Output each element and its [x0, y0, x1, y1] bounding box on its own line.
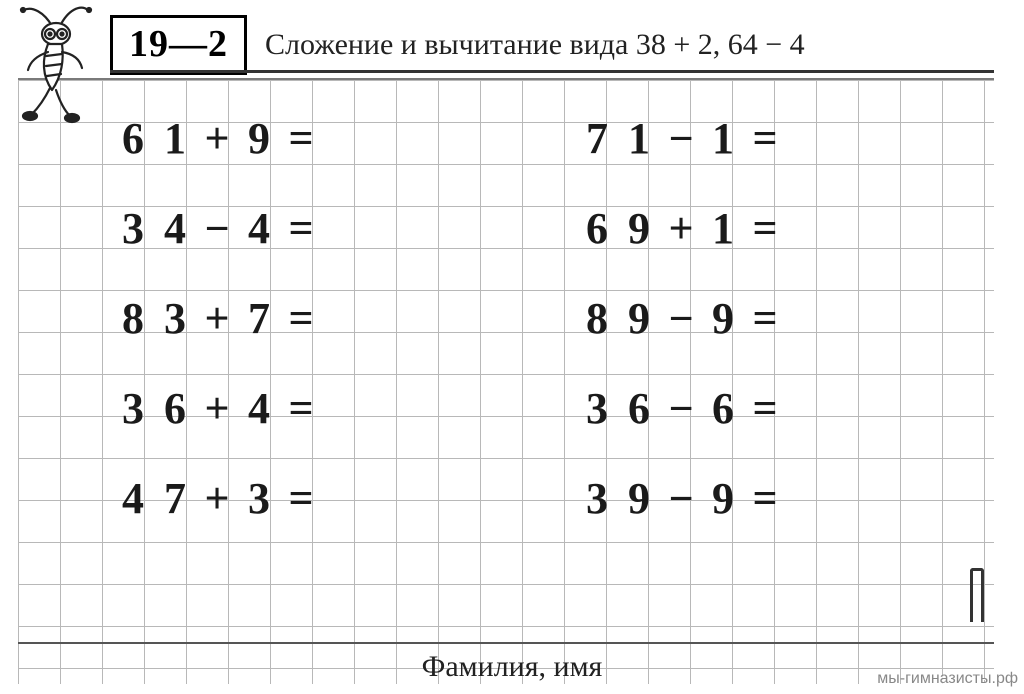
equals-sign: =	[744, 118, 786, 160]
operator: +	[660, 208, 702, 250]
digit: 1	[618, 118, 660, 160]
equals-sign: =	[280, 298, 322, 340]
lesson-number: 19—2	[129, 23, 228, 65]
digit: 1	[702, 208, 744, 250]
equals-sign: =	[280, 388, 322, 430]
digit: 6	[154, 388, 196, 430]
equals-sign: =	[280, 118, 322, 160]
operator: +	[196, 478, 238, 520]
digit: 3	[112, 208, 154, 250]
problem-column-left: 61+9=34−4=83+7=36+4=47+3=	[112, 118, 322, 520]
digit: 7	[238, 298, 280, 340]
digit: 6	[702, 388, 744, 430]
digit: 9	[702, 478, 744, 520]
digit: 7	[576, 118, 618, 160]
problem-column-right: 71−1=69+1=89−9=36−6=39−9=	[576, 118, 786, 520]
equals-sign: =	[744, 298, 786, 340]
math-problem: 71−1=	[576, 118, 786, 160]
worksheet-page: 19—2 Сложение и вычитание вида 38 + 2, 6…	[0, 0, 1024, 694]
math-problem: 34−4=	[112, 208, 322, 250]
digit: 7	[154, 478, 196, 520]
equals-sign: =	[280, 208, 322, 250]
equals-sign: =	[280, 478, 322, 520]
digit: 6	[112, 118, 154, 160]
digit: 4	[238, 208, 280, 250]
digit: 3	[576, 478, 618, 520]
footer-rule	[18, 642, 994, 644]
digit: 4	[112, 478, 154, 520]
digit: 3	[238, 478, 280, 520]
operator: +	[196, 298, 238, 340]
math-problem: 39−9=	[576, 478, 786, 520]
digit: 8	[576, 298, 618, 340]
digit: 9	[618, 478, 660, 520]
math-problem: 83+7=	[112, 298, 322, 340]
header-rule	[110, 70, 994, 73]
equals-sign: =	[744, 478, 786, 520]
digit: 6	[618, 388, 660, 430]
digit: 1	[702, 118, 744, 160]
digit: 8	[112, 298, 154, 340]
digit: 9	[618, 208, 660, 250]
equals-sign: =	[744, 388, 786, 430]
name-field-label: Фамилия, имя	[0, 650, 1024, 684]
operator: −	[660, 388, 702, 430]
operator: −	[660, 118, 702, 160]
math-problem: 47+3=	[112, 478, 322, 520]
operator: −	[660, 478, 702, 520]
digit: 3	[154, 298, 196, 340]
math-problem: 36−6=	[576, 388, 786, 430]
digit: 9	[618, 298, 660, 340]
digit: 4	[238, 388, 280, 430]
problems-area: 61+9=34−4=83+7=36+4=47+3= 71−1=69+1=89−9…	[18, 78, 994, 644]
operator: +	[196, 118, 238, 160]
watermark: мы-гимназисты.рф	[877, 670, 1018, 688]
math-problem: 69+1=	[576, 208, 786, 250]
digit: 3	[112, 388, 154, 430]
equals-sign: =	[744, 208, 786, 250]
math-problem: 89−9=	[576, 298, 786, 340]
digit: 9	[702, 298, 744, 340]
worksheet-header: 19—2 Сложение и вычитание вида 38 + 2, 6…	[18, 12, 994, 78]
lesson-number-box: 19—2	[110, 15, 247, 75]
math-problem: 36+4=	[112, 388, 322, 430]
digit: 9	[238, 118, 280, 160]
staple-mark-icon	[970, 568, 984, 622]
digit: 4	[154, 208, 196, 250]
operator: −	[660, 298, 702, 340]
digit: 6	[576, 208, 618, 250]
digit: 1	[154, 118, 196, 160]
digit: 3	[576, 388, 618, 430]
operator: −	[196, 208, 238, 250]
operator: +	[196, 388, 238, 430]
math-problem: 61+9=	[112, 118, 322, 160]
lesson-title: Сложение и вычитание вида 38 + 2, 64 − 4	[265, 28, 805, 62]
